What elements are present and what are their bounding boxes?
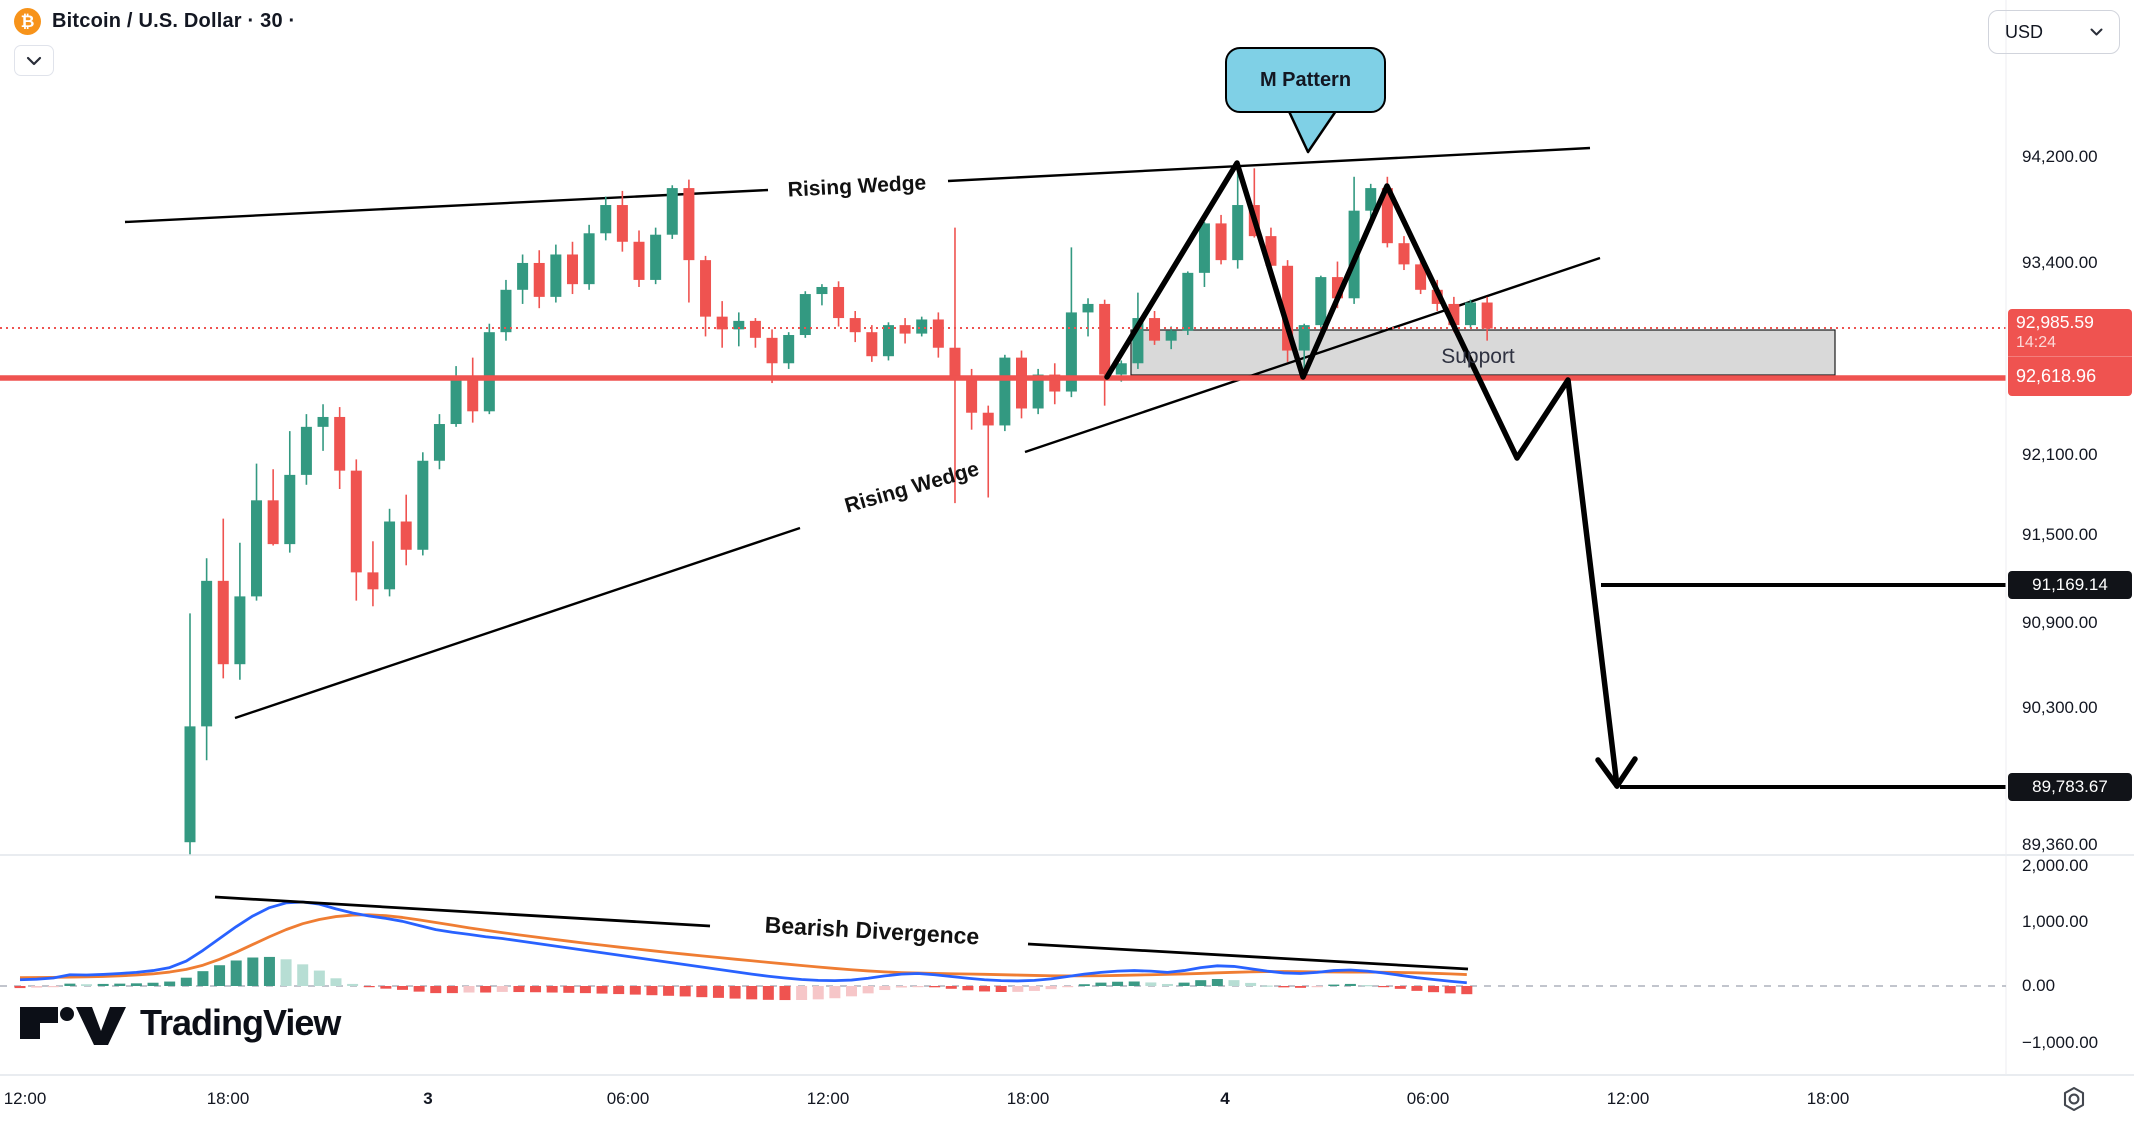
price-axis-label: 89,360.00	[2022, 835, 2098, 854]
tradingview-mark-icon	[20, 1007, 126, 1045]
current-price-badge: 92,985.59 14:24	[2008, 309, 2132, 356]
bar-countdown: 14:24	[2016, 334, 2057, 351]
price-axis-label: 1,000.00	[2022, 912, 2089, 931]
price-axis-label: 0.00	[2022, 976, 2056, 995]
bitcoin-icon: ₿	[14, 8, 41, 35]
target-price-badge-1: 91,169.14	[2008, 571, 2132, 599]
time-axis-label: 12:00	[3, 1089, 47, 1108]
time-axis-label: 18:00	[1806, 1089, 1850, 1108]
price-axis-label: 90,900.00	[2022, 613, 2098, 632]
price-axis-label: 91,500.00	[2022, 525, 2098, 544]
price-axis-label: −1,000.00	[2022, 1033, 2099, 1052]
gear-icon	[2063, 1086, 2085, 1112]
symbol-title[interactable]: Bitcoin / U.S. Dollar · 30 ·	[52, 10, 296, 32]
price-axis-label: 90,300.00	[2022, 698, 2098, 717]
current-price-value: 92,985.59	[2016, 312, 2094, 332]
price-badges-red: 92,985.59 14:24 92,618.96	[2008, 309, 2132, 396]
time-axis-label: 12:00	[1606, 1089, 1650, 1108]
time-axis-label: 06:00	[1406, 1089, 1450, 1108]
price-axis-label: 93,400.00	[2022, 253, 2098, 272]
time-axis-label: 06:00	[606, 1089, 650, 1108]
tradingview-logo-text: TradingView	[140, 1002, 341, 1043]
legend-collapse-button[interactable]	[14, 45, 54, 76]
price-axis-label: 94,200.00	[2022, 147, 2098, 166]
support-zone-label[interactable]: Support	[1441, 345, 1515, 368]
price-axis-label: 2,000.00	[2022, 856, 2089, 875]
price-axis-label: 92,100.00	[2022, 445, 2098, 464]
currency-dropdown[interactable]: USD	[1988, 10, 2120, 54]
time-axis-label: 4	[1220, 1089, 1230, 1108]
m-pattern-callout[interactable]: M Pattern	[1225, 47, 1386, 113]
support-line-price-badge: 92,618.96	[2008, 356, 2132, 396]
tradingview-logo[interactable]: TradingView	[18, 997, 341, 1049]
time-axis-label: 12:00	[806, 1089, 850, 1108]
time-axis-label: 3	[423, 1089, 433, 1108]
chart-legend: ₿ Bitcoin / U.S. Dollar · 30 ·	[14, 8, 295, 35]
time-axis-label: 18:00	[206, 1089, 250, 1108]
axis-settings-button[interactable]	[2060, 1085, 2088, 1118]
target-price-badge-2: 89,783.67	[2008, 773, 2132, 801]
time-axis-label: 18:00	[1006, 1089, 1050, 1108]
chevron-down-icon	[2090, 28, 2103, 36]
currency-dropdown-value: USD	[2005, 21, 2044, 42]
chevron-down-icon	[26, 56, 42, 65]
